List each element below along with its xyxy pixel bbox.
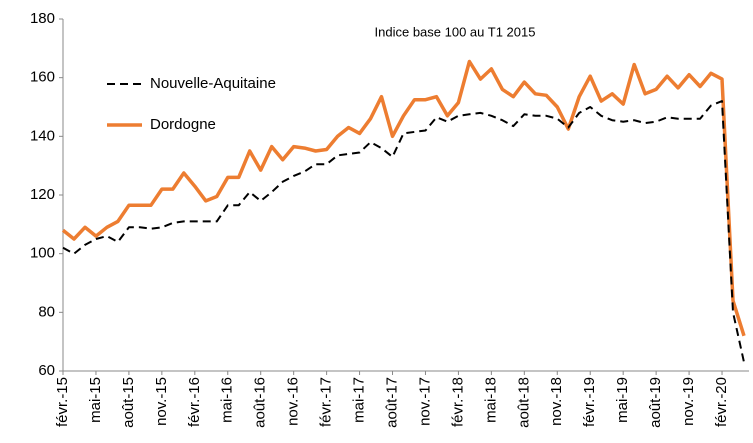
x-tick-label: nov.-17 <box>416 377 433 426</box>
x-tick-label: févr.-19 <box>581 377 598 427</box>
x-tick-label: févr.-15 <box>54 377 71 427</box>
legend-label: Dordogne <box>150 116 216 133</box>
series-line <box>62 100 745 363</box>
x-tick-label: mai-17 <box>351 377 368 423</box>
x-tick-label: nov.-16 <box>285 377 302 426</box>
x-tick-label: août-19 <box>647 377 664 428</box>
x-tick-label: août-18 <box>515 377 532 428</box>
x-tick-label: mai-19 <box>614 377 631 423</box>
x-tick-label: août-15 <box>120 377 137 428</box>
y-tick-label: 100 <box>30 245 55 262</box>
x-tick-label: août-16 <box>252 377 269 428</box>
x-tick-label: févr.-17 <box>318 377 335 427</box>
y-tick-label: 180 <box>30 10 55 27</box>
y-tick-label: 140 <box>30 127 55 144</box>
x-tick-label: mai-15 <box>87 377 104 423</box>
x-tick-label: nov.-19 <box>680 377 697 426</box>
x-tick-label: févr.-16 <box>186 377 203 427</box>
subtitle: Indice base 100 au T1 2015 <box>375 24 536 39</box>
x-tick-label: mai-18 <box>482 377 499 423</box>
x-tick-label: nov.-15 <box>153 377 170 426</box>
x-tick-label: nov.-18 <box>548 377 565 426</box>
y-tick-label: 60 <box>38 362 55 379</box>
subtitle-box <box>345 18 570 46</box>
y-tick-label: 160 <box>30 69 55 86</box>
y-tick-label: 80 <box>38 303 55 320</box>
legend-label: Nouvelle-Aquitaine <box>150 75 276 92</box>
x-tick-label: mai-16 <box>219 377 236 423</box>
x-tick-label: août-17 <box>383 377 400 428</box>
y-tick-label: 120 <box>30 186 55 203</box>
x-tick-label: févr.-18 <box>449 377 466 427</box>
series-line <box>61 59 746 337</box>
x-tick-label: févr.-20 <box>713 377 730 427</box>
